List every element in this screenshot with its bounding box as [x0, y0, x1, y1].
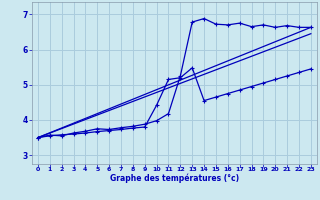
X-axis label: Graphe des températures (°c): Graphe des températures (°c) — [110, 174, 239, 183]
